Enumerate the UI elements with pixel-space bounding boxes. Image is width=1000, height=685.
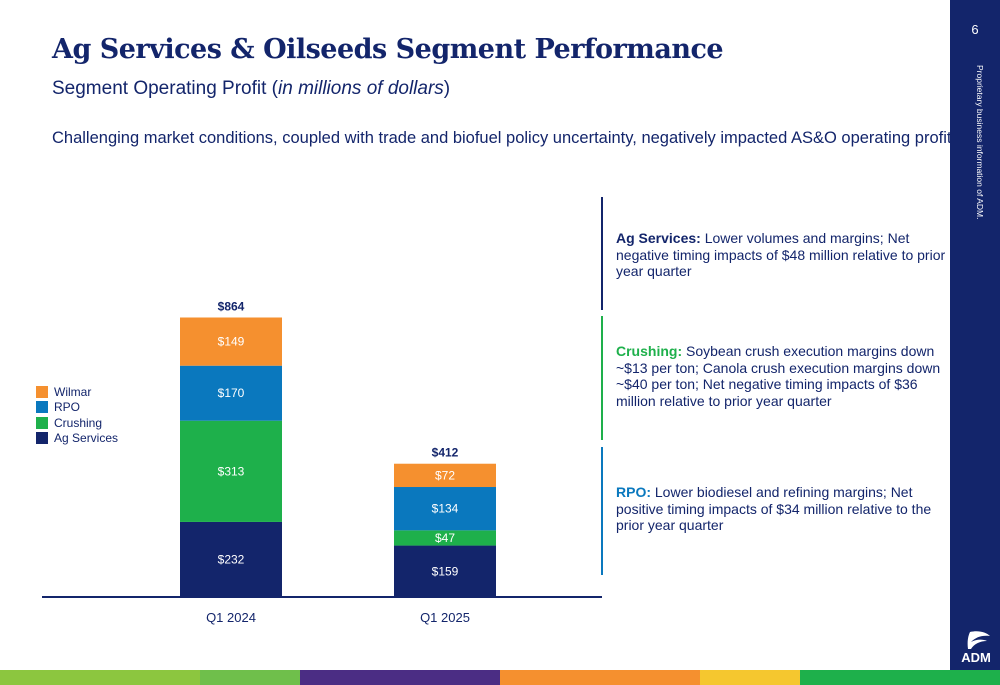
footer-segment: [0, 670, 100, 685]
data-label-q1-2024-ag-services: $232: [218, 552, 245, 566]
data-label-q1-2025-ag-services: $159: [432, 564, 459, 578]
data-label-q1-2024-crushing: $313: [218, 464, 245, 478]
right-sidebar: 6 Proprietary business information of AD…: [950, 0, 1000, 670]
footer-segment: [300, 670, 400, 685]
adm-logo-text: ADM: [961, 650, 991, 665]
bar-q1-2025-crushing: [394, 530, 496, 546]
footer-segment: [100, 670, 200, 685]
legend-swatch-ag-services: [36, 432, 48, 445]
page-subtitle: Segment Operating Profit (in millions of…: [52, 78, 450, 100]
x-tick-q1-2025: Q1 2025: [420, 610, 470, 625]
legend-swatch-crushing: [36, 416, 48, 429]
adm-logo: ADM: [956, 628, 996, 668]
footer-segment: [400, 670, 500, 685]
commentary-rpo-body: Lower biodiesel and refining margins; Ne…: [616, 484, 932, 533]
commentary-crushing: Crushing: Soybean crush execution margin…: [601, 316, 948, 440]
commentary-ag-services-text: Ag Services: Lower volumes and margins; …: [616, 230, 946, 280]
commentary-crushing-label: Crushing:: [616, 343, 683, 359]
commentary-ag-services: Ag Services: Lower volumes and margins; …: [601, 197, 948, 310]
data-label-q1-2025-crushing: $47: [435, 531, 455, 545]
subtitle-close-paren: ): [443, 78, 451, 99]
commentary-crushing-text: Crushing: Soybean crush execution margin…: [616, 343, 946, 409]
adm-logo-graphic: ADM: [961, 631, 991, 665]
total-label-q1-2024: $864: [218, 299, 245, 313]
legend-label-rpo: RPO: [54, 400, 81, 415]
x-tick-q1-2024: Q1 2024: [206, 610, 256, 625]
data-label-q1-2025-rpo: $134: [432, 502, 459, 516]
footer-color-bar: [0, 670, 1000, 685]
footer-segment: [600, 670, 700, 685]
subtitle-main: Segment Operating Profit: [52, 78, 267, 99]
bar-q1-2025-wilmar: [394, 463, 496, 488]
bar-q1-2024-wilmar: [180, 317, 282, 366]
commentary-ag-services-label: Ag Services:: [616, 230, 701, 246]
bar-q1-2024-ag-services: [180, 521, 282, 597]
headline: Challenging market conditions, coupled w…: [52, 129, 952, 147]
legend-label-wilmar: Wilmar: [54, 384, 92, 399]
legend-item-ag-services: Ag Services: [36, 431, 118, 447]
page-number: 6: [971, 22, 979, 37]
data-label-q1-2025-wilmar: $72: [435, 468, 455, 482]
commentary-rpo-label: RPO:: [616, 484, 651, 500]
commentary-rpo: RPO: Lower biodiesel and refining margin…: [601, 447, 948, 575]
chart-legend: Wilmar RPO Crushing Ag Services: [36, 384, 118, 446]
subtitle-open-paren: (: [271, 78, 278, 99]
data-label-q1-2024-rpo: $170: [218, 386, 245, 400]
bar-q1-2025-ag-services: [394, 545, 496, 597]
footer-segment: [700, 670, 800, 685]
stacked-bar-chart: $232 $313 $170 $149 $864 Q1 2024 $159 $47 $134 $7…: [42, 299, 602, 625]
subtitle-units: in millions of dollars: [278, 78, 444, 99]
commentary-crushing-body: Soybean crush execution margins down ~$1…: [616, 343, 941, 409]
proprietary-notice: Proprietary business information of ADM.: [975, 65, 985, 220]
bar-q1-2025-rpo: [394, 487, 496, 531]
footer-segment: [800, 670, 900, 685]
total-label-q1-2025: $412: [432, 446, 459, 460]
footer-segment: [500, 670, 600, 685]
legend-item-crushing: Crushing: [36, 415, 118, 431]
page-title: Ag Services & Oilseeds Segment Performan…: [52, 34, 724, 65]
legend-item-wilmar: Wilmar: [36, 384, 118, 400]
legend-label-ag-services: Ag Services: [54, 431, 119, 446]
commentary-rpo-text: RPO: Lower biodiesel and refining margin…: [616, 484, 946, 534]
footer-segment: [900, 670, 1000, 685]
commentary-ag-services-body: Lower volumes and margins; Net negative …: [616, 230, 946, 279]
legend-label-crushing: Crushing: [54, 415, 103, 430]
footer-segment: [200, 670, 300, 685]
data-label-q1-2024-wilmar: $149: [218, 335, 245, 349]
bar-q1-2024-crushing: [180, 420, 282, 522]
legend-swatch-wilmar: [36, 385, 48, 398]
legend-swatch-rpo: [36, 401, 48, 414]
bar-q1-2024-rpo: [180, 365, 282, 421]
legend-item-rpo: RPO: [36, 400, 118, 416]
